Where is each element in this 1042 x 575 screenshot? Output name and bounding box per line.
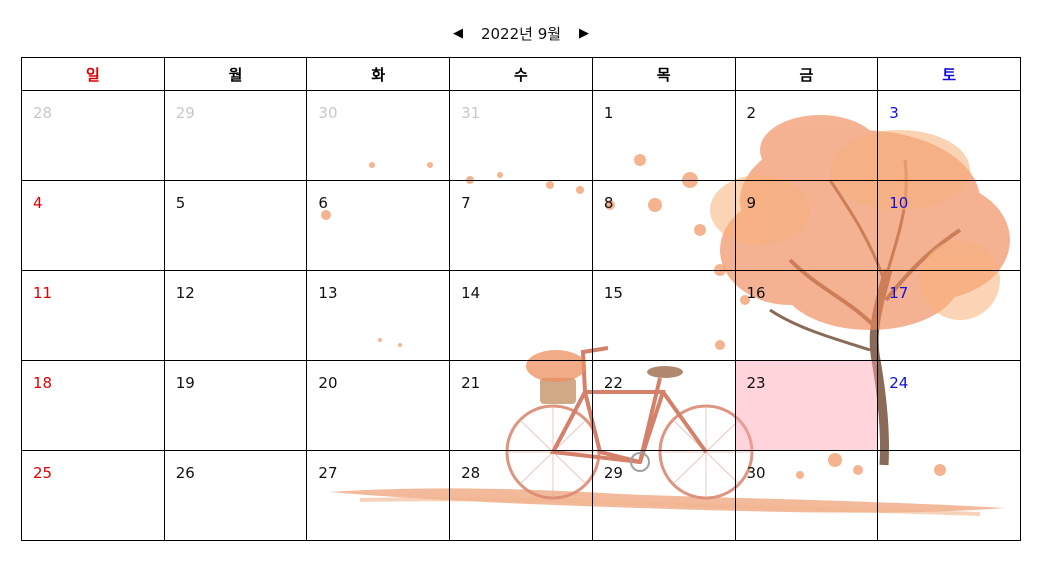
day-cell[interactable]: 30: [306, 90, 451, 181]
day-number: 29: [175, 104, 195, 122]
day-cell[interactable]: 3: [877, 90, 1021, 181]
day-cell[interactable]: 17: [877, 270, 1021, 361]
weekday-thu: 목: [591, 57, 736, 91]
day-number: 4: [33, 194, 43, 212]
day-cell-empty: [877, 450, 1021, 541]
day-number: [878, 451, 1020, 464]
weekday-wed: 수: [449, 57, 593, 91]
day-number: 2: [746, 104, 757, 122]
day-number: 9: [746, 194, 757, 212]
month-title: 2022년 9월: [480, 24, 562, 43]
day-number: 13: [318, 284, 338, 302]
day-number: 11: [33, 284, 53, 302]
day-number: 1: [603, 104, 614, 122]
day-number: 17: [889, 284, 909, 302]
day-number: 18: [33, 374, 53, 392]
day-cell[interactable]: 14: [449, 270, 593, 361]
week-row: 28 29 30 31 1 2 3: [21, 90, 1021, 181]
weekday-fri: 금: [734, 57, 879, 91]
day-cell[interactable]: 21: [449, 360, 593, 451]
weekday-sat: 토: [877, 57, 1021, 91]
day-cell[interactable]: 5: [163, 180, 308, 271]
day-cell[interactable]: 27: [306, 450, 451, 541]
day-cell[interactable]: 28: [21, 90, 165, 181]
day-cell[interactable]: 13: [306, 270, 451, 361]
day-number: 26: [175, 464, 195, 482]
day-cell[interactable]: 10: [877, 180, 1021, 271]
day-number: 10: [889, 194, 909, 212]
day-cell[interactable]: 18: [21, 360, 165, 451]
day-number: 28: [461, 464, 481, 482]
day-cell[interactable]: 6: [306, 180, 451, 271]
week-row: 25 26 27 28 29 30: [21, 450, 1021, 541]
day-cell[interactable]: 28: [449, 450, 593, 541]
day-number: 20: [318, 374, 338, 392]
day-cell[interactable]: 1: [591, 90, 736, 181]
calendar-grid: 일 월 화 수 목 금 토 28 29 30 31 1 2 3 4 5 6 7 …: [21, 57, 1021, 541]
day-cell[interactable]: 12: [163, 270, 308, 361]
day-cell[interactable]: 30: [734, 450, 879, 541]
day-number: 6: [318, 194, 328, 212]
day-number: 15: [603, 284, 623, 302]
day-number: 23: [746, 374, 766, 392]
day-cell[interactable]: 19: [163, 360, 308, 451]
day-number: 12: [175, 284, 195, 302]
day-cell[interactable]: 29: [591, 450, 736, 541]
day-cell[interactable]: 24: [877, 360, 1021, 451]
weekday-tue: 화: [306, 57, 451, 91]
calendar-header: ◀ 2022년 9월 ▶: [0, 20, 1042, 46]
day-cell[interactable]: 11: [21, 270, 165, 361]
day-number: 31: [461, 104, 481, 122]
weekday-sun: 일: [21, 57, 165, 91]
day-number: 27: [318, 464, 338, 482]
day-number: 5: [175, 194, 186, 212]
day-number: 29: [603, 464, 623, 482]
week-row: 18 19 20 21 22 23 24: [21, 360, 1021, 451]
day-number: 22: [603, 374, 623, 392]
day-number: 24: [889, 374, 909, 392]
day-number: 21: [461, 374, 481, 392]
day-number: 28: [33, 104, 53, 122]
day-number: 8: [603, 194, 614, 212]
day-cell[interactable]: 4: [21, 180, 165, 271]
day-cell-highlighted[interactable]: 23: [734, 360, 879, 451]
day-cell[interactable]: 15: [591, 270, 736, 361]
day-number: 30: [318, 104, 338, 122]
day-cell[interactable]: 7: [449, 180, 593, 271]
day-cell[interactable]: 25: [21, 450, 165, 541]
prev-triangle-icon[interactable]: ◀: [452, 25, 463, 41]
day-cell[interactable]: 16: [734, 270, 879, 361]
day-number: 14: [461, 284, 481, 302]
day-number: 30: [746, 464, 766, 482]
day-number: 19: [175, 374, 195, 392]
day-cell[interactable]: 9: [734, 180, 879, 271]
day-cell[interactable]: 26: [163, 450, 308, 541]
week-row: 4 5 6 7 8 9 10: [21, 180, 1021, 271]
weekday-row: 일 월 화 수 목 금 토: [21, 57, 1021, 91]
day-number: 25: [33, 464, 53, 482]
day-cell[interactable]: 8: [591, 180, 736, 271]
day-cell[interactable]: 20: [306, 360, 451, 451]
day-number: 3: [889, 104, 899, 122]
day-cell[interactable]: 2: [734, 90, 879, 181]
day-cell[interactable]: 29: [163, 90, 308, 181]
next-triangle-icon[interactable]: ▶: [579, 25, 590, 41]
day-number: 7: [461, 194, 471, 212]
week-row: 11 12 13 14 15 16 17: [21, 270, 1021, 361]
day-number: 16: [746, 284, 766, 302]
day-cell[interactable]: 31: [449, 90, 593, 181]
weekday-mon: 월: [163, 57, 308, 91]
day-cell[interactable]: 22: [591, 360, 736, 451]
